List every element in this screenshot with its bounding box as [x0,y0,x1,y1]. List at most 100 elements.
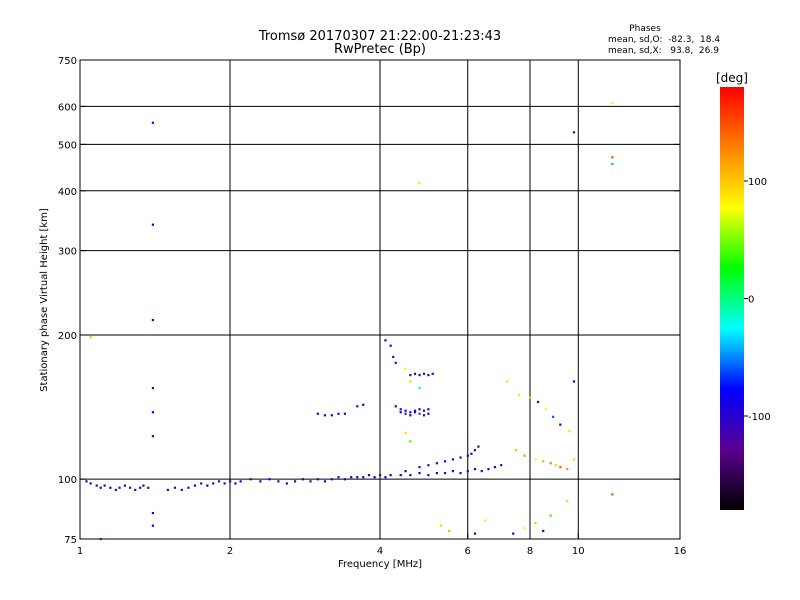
data-point [350,476,353,479]
data-point [103,484,106,487]
grid-lines [80,60,680,539]
colorbar-tick-label: 0 [748,295,754,306]
data-point [572,458,576,461]
data-point [500,464,503,467]
plot-frame [79,59,681,540]
y-axis-label: Stationary phase Virtual Height [km] [39,208,50,392]
data-point [466,469,469,473]
data-point [123,484,126,487]
data-point [404,469,407,473]
data-point [85,480,88,483]
data-point [493,466,497,469]
data-point [418,373,421,377]
data-point [572,131,576,134]
data-point [134,488,137,492]
data-point [427,464,430,467]
x-tick-label: 8 [527,546,533,557]
data-point [389,474,392,477]
data-point [559,423,562,426]
data-point [389,344,392,347]
data-point [330,414,333,417]
data-point [443,472,447,475]
data-point [418,466,421,469]
data-point [542,529,545,533]
data-point [534,458,537,461]
data-point [409,380,412,383]
data-point [212,482,215,485]
data-point [473,532,477,535]
data-point [435,472,438,475]
data-point [447,529,451,533]
colorbar-label: [deg] [716,71,748,85]
data-point [337,412,340,415]
data-point [343,412,347,415]
data-point [114,488,118,492]
data-point [89,336,92,339]
data-point [566,500,569,503]
data-point [394,405,397,408]
data-point [554,464,557,467]
data-point [384,476,387,479]
data-point [409,440,412,443]
data-point [422,409,426,412]
x-tick-label: 16 [674,546,687,557]
data-point [431,372,434,375]
data-point [293,480,297,483]
data-point [206,484,209,487]
data-point [343,478,347,481]
data-point [451,458,455,461]
data-point [285,482,288,485]
data-point [399,474,402,477]
data-point [477,445,480,448]
data-point [173,486,177,489]
data-point [356,476,359,479]
data-point [422,372,426,375]
data-point [512,532,515,535]
data-point [435,462,438,465]
phase-stats-x: mean, sd,X: 93.8, 26.9 [608,46,719,56]
data-point [151,524,155,527]
data-point [529,396,532,399]
data-point [151,223,155,226]
colorbar-tick-label: -100 [748,412,771,423]
y-tick-label: 100 [58,475,77,486]
data-point [399,411,402,414]
x-tick-label: 2 [227,546,233,557]
data-point [549,514,552,517]
data-point [316,412,319,415]
x-axis-label: Frequency [MHz] [338,559,422,570]
data-point [427,408,430,411]
y-tick-label: 300 [58,247,77,258]
data-point [129,486,132,489]
x-tick-label: 10 [572,546,585,557]
data-point [572,380,576,383]
data-point [316,478,319,481]
y-tick-label: 400 [58,187,77,198]
colorbar-tick-label: 100 [748,177,767,188]
data-point [147,486,150,489]
data-point [323,414,327,417]
data-points [85,101,614,541]
y-tick-label: 200 [58,331,77,342]
data-point [418,472,421,475]
data-point [151,386,155,390]
data-point [394,361,397,364]
data-point [404,431,407,434]
data-point [566,468,569,471]
data-point [459,472,462,475]
data-point [409,411,412,414]
y-tick-label: 500 [58,140,77,151]
data-point [151,511,155,515]
data-point [552,415,555,418]
data-point [330,478,333,481]
data-point [362,476,365,479]
data-point [427,412,430,415]
colorbar-ticks: 100 0 -100 [744,177,771,423]
data-point [559,466,562,469]
data-point [399,408,402,411]
data-point [418,412,421,415]
data-point [506,380,509,383]
data-point [427,373,430,377]
phase-stats-heading: Phases [629,24,661,34]
